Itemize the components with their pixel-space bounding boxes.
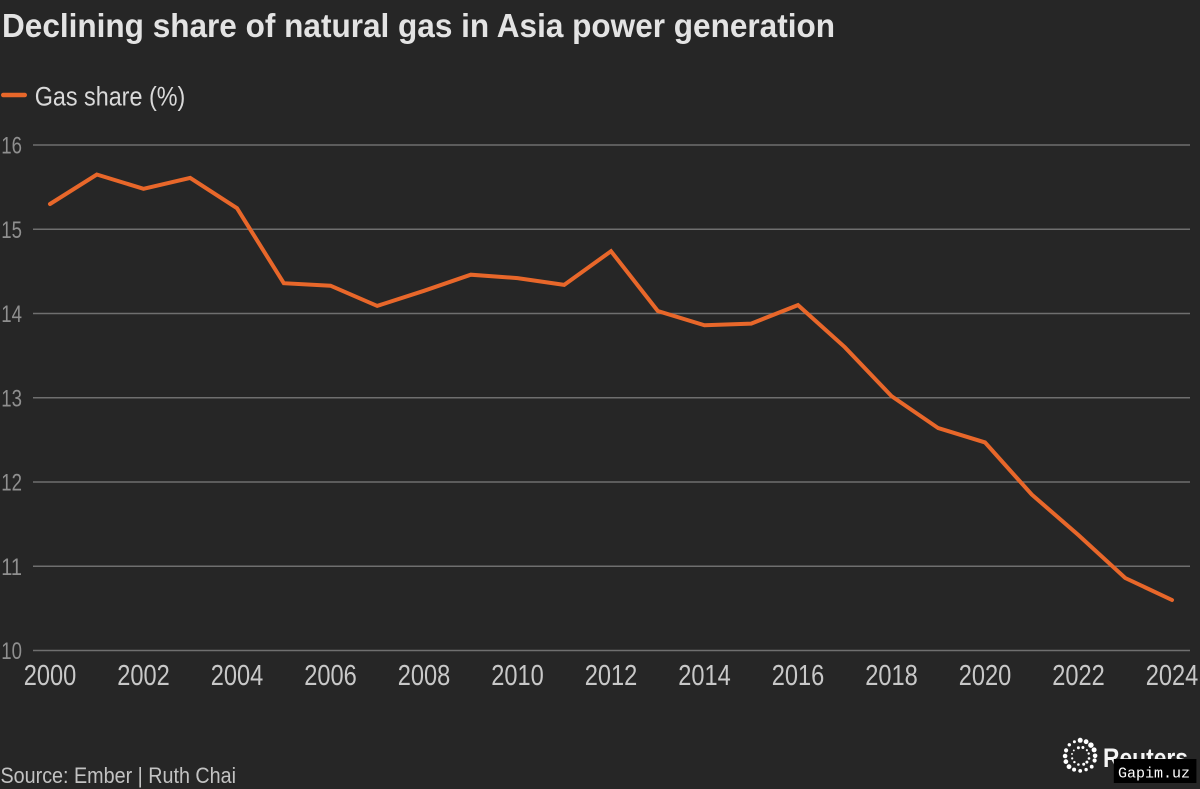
svg-text:2024: 2024 [1146, 660, 1199, 692]
svg-text:2016: 2016 [772, 660, 825, 692]
svg-text:Source: Ember | Ruth Chai: Source: Ember | Ruth Chai [1, 763, 236, 788]
svg-text:Gas share (%): Gas share (%) [35, 81, 186, 111]
svg-text:16: 16 [1, 134, 22, 160]
svg-text:11: 11 [1, 555, 22, 581]
svg-text:2022: 2022 [1052, 660, 1105, 692]
svg-text:2018: 2018 [865, 660, 918, 692]
svg-text:2006: 2006 [304, 660, 357, 692]
svg-text:Gapim.uz: Gapim.uz [1118, 766, 1190, 783]
svg-text:2000: 2000 [24, 660, 77, 692]
svg-text:2002: 2002 [117, 660, 170, 692]
svg-text:2004: 2004 [211, 660, 264, 692]
svg-text:2012: 2012 [585, 660, 638, 692]
svg-text:Declining share of natural gas: Declining share of natural gas in Asia p… [2, 7, 835, 44]
svg-text:2020: 2020 [959, 660, 1012, 692]
svg-text:2010: 2010 [491, 660, 544, 692]
svg-text:15: 15 [1, 218, 22, 244]
svg-text:14: 14 [1, 302, 22, 328]
svg-text:2014: 2014 [678, 660, 731, 692]
svg-text:12: 12 [1, 471, 22, 497]
svg-text:10: 10 [1, 639, 22, 665]
svg-text:13: 13 [1, 386, 22, 412]
svg-text:2008: 2008 [398, 660, 451, 692]
